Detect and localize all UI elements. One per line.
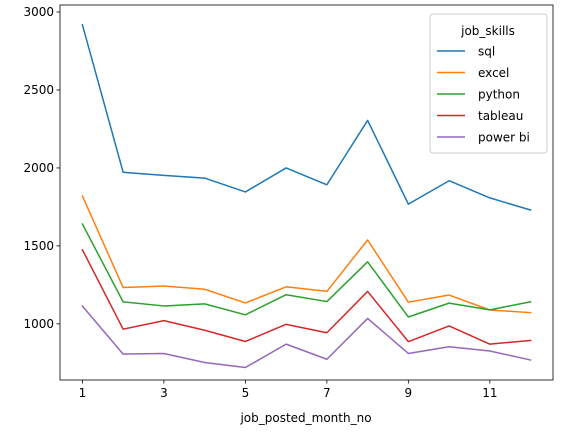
- legend-label-excel: excel: [478, 66, 509, 80]
- series-lines: [81, 23, 532, 369]
- y-axis-ticks: 1000 1500 2000 2500 3000: [23, 5, 60, 331]
- series-line-tableau: [81, 248, 532, 345]
- legend-label-tableau: tableau: [478, 109, 523, 123]
- legend-label-sql: sql: [478, 45, 495, 59]
- x-tick-label: 1: [79, 386, 87, 400]
- x-axis-label: job_posted_month_no: [239, 411, 371, 425]
- series-line-sql: [81, 23, 532, 211]
- legend-items: sql excel python tableau power bi: [437, 45, 530, 145]
- legend-title: job_skills: [460, 24, 515, 38]
- y-tick-label: 2500: [23, 83, 54, 97]
- x-tick-label: 9: [405, 386, 413, 400]
- legend: job_skills sql excel python tableau power bi: [429, 13, 548, 154]
- series-line-excel: [81, 195, 532, 314]
- y-tick-label: 2000: [23, 161, 54, 175]
- legend-label-power-bi: power bi: [478, 131, 530, 145]
- x-tick-label: 7: [323, 386, 331, 400]
- y-tick-label: 1000: [23, 317, 54, 331]
- legend-frame: [429, 13, 548, 154]
- x-tick-label: 3: [160, 386, 168, 400]
- x-axis-ticks: 1 3 5 7 9 11: [79, 380, 497, 400]
- x-tick-label: 11: [482, 386, 497, 400]
- series-line-python: [81, 223, 532, 318]
- x-tick-label: 5: [242, 386, 250, 400]
- legend-label-python: python: [478, 88, 520, 102]
- y-tick-label: 3000: [23, 5, 54, 19]
- y-tick-label: 1500: [23, 239, 54, 253]
- series-line-power-bi: [81, 305, 532, 369]
